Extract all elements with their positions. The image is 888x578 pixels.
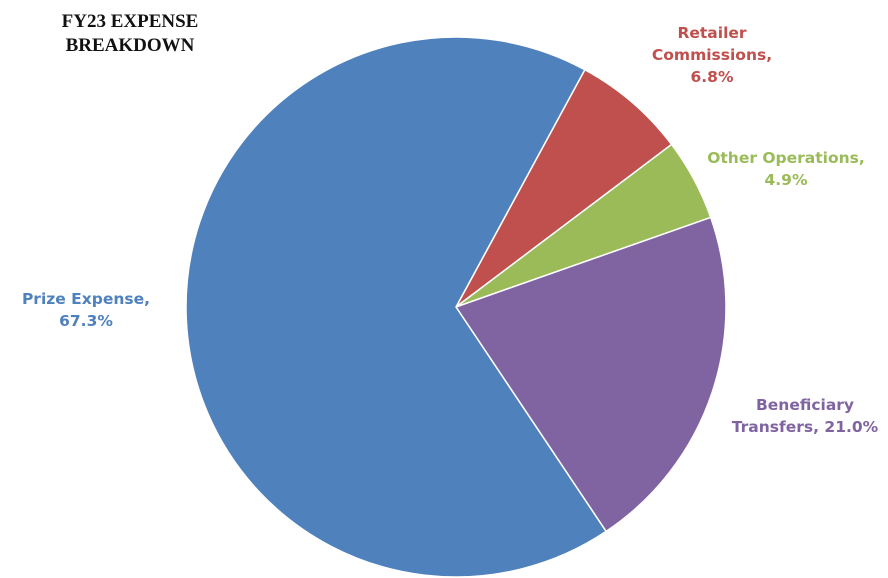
slice-label-line: 6.8% xyxy=(691,68,734,86)
slice-label-line: Other Operations, xyxy=(707,149,865,167)
slice-label-line: Prize Expense, xyxy=(22,290,150,308)
slice-label-line: Commissions, xyxy=(652,46,772,64)
slice-label-line: Transfers, 21.0% xyxy=(732,418,879,436)
slice-label-beneficiary-transfers: Beneficiary Transfers, 21.0% xyxy=(732,396,879,436)
pie-slice-retailer-commissions xyxy=(455,68,673,308)
slice-label-other-operations: Other Operations, 4.9% xyxy=(707,149,865,189)
chart-title-line-2: BREAKDOWN xyxy=(66,35,195,56)
pie-slices xyxy=(185,36,727,578)
chart-title-line-1: FY23 EXPENSE xyxy=(62,11,199,32)
chart-title: FY23 EXPENSE BREAKDOWN xyxy=(62,11,199,56)
pie-slice-prize-expense xyxy=(185,36,608,578)
slice-label-line: 4.9% xyxy=(765,171,808,189)
slice-label-line: Retailer xyxy=(677,24,746,42)
slice-label-retailer-commissions: Retailer Commissions, 6.8% xyxy=(652,24,772,86)
slice-label-prize-expense: Prize Expense, 67.3% xyxy=(22,290,150,330)
slice-labels: Retailer Commissions, 6.8% Other Operations… xyxy=(22,24,879,436)
slice-label-line: Beneficiary xyxy=(756,396,854,414)
slice-label-line: 67.3% xyxy=(59,312,113,330)
pie-slice-beneficiary-transfers xyxy=(454,216,727,533)
